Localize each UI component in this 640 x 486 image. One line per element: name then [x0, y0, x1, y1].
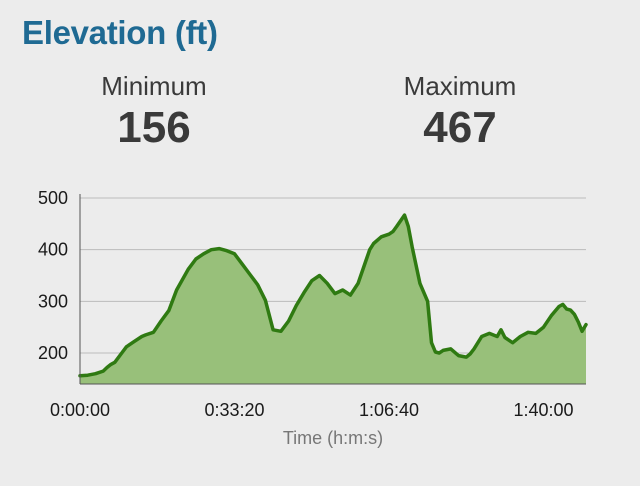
- y-tick-label-300: 300: [38, 291, 68, 311]
- minimum-label: Minimum: [101, 71, 207, 101]
- x-tick-label-1: 0:33:20: [204, 400, 264, 420]
- minimum-value: 156: [117, 103, 191, 152]
- y-tick-label-400: 400: [38, 240, 68, 260]
- chart-title: Elevation (ft): [22, 14, 218, 51]
- elevation-area: [80, 215, 586, 384]
- y-tick-label-500: 500: [38, 188, 68, 208]
- x-tick-label-0: 0:00:00: [50, 400, 110, 420]
- elevation-line: [78, 213, 588, 378]
- y-tick-label-200: 200: [38, 343, 68, 363]
- minimum-stat: Minimum 156: [54, 72, 254, 152]
- maximum-stat: Maximum 467: [360, 72, 560, 152]
- x-tick-label-3: 1:40:00: [513, 400, 573, 420]
- x-axis-title: Time (h:m:s): [283, 428, 383, 448]
- maximum-value: 467: [423, 103, 497, 152]
- maximum-label: Maximum: [403, 71, 517, 101]
- x-tick-label-2: 1:06:40: [359, 400, 419, 420]
